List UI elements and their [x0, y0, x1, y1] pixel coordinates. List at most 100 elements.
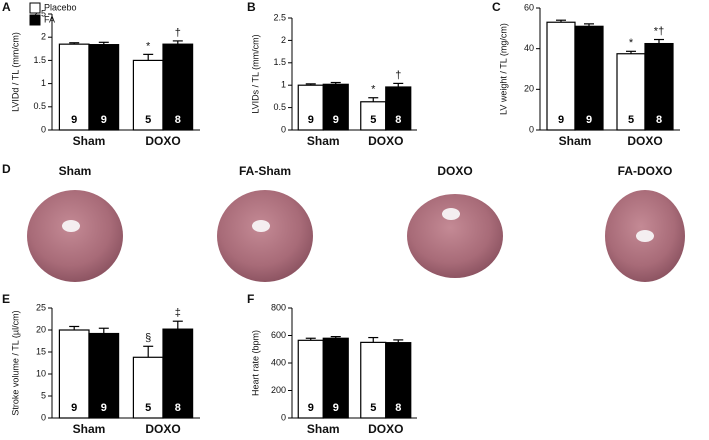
n-label: 9: [558, 114, 564, 126]
legend-label: FA: [44, 14, 55, 24]
panel-label: E: [2, 292, 10, 306]
y-tick-label: 0.5: [273, 102, 286, 112]
y-tick-label: 0: [281, 124, 286, 134]
y-tick-label: 2: [41, 32, 46, 42]
legend-swatch: [29, 2, 41, 14]
y-axis-label: LVIDs / TL (mm/cm): [250, 34, 260, 113]
y-tick-label: 1.5: [273, 57, 286, 67]
lumen: [636, 230, 654, 242]
bar: [162, 43, 194, 131]
lumen: [252, 220, 270, 232]
x-tick-label: Sham: [73, 422, 106, 436]
n-label: 8: [175, 402, 181, 414]
n-label: 8: [656, 114, 662, 126]
panel-label: C: [492, 0, 501, 14]
n-label: 5: [145, 114, 151, 126]
x-tick-label: Sham: [307, 134, 340, 148]
n-label: 5: [145, 402, 151, 414]
y-tick-label: 60: [524, 2, 534, 12]
bar: [360, 341, 387, 419]
y-tick-label: 0.5: [33, 101, 46, 111]
y-axis-label: LV weight / TL (mg/cm): [498, 23, 508, 115]
bar: [58, 329, 90, 419]
n-label: 5: [370, 114, 376, 126]
y-tick-label: 800: [271, 302, 286, 312]
n-label: 9: [308, 114, 314, 126]
bar: [322, 337, 349, 419]
y-tick-label: 20: [36, 324, 46, 334]
photo-label: DOXO: [437, 164, 472, 178]
y-axis-label: LVIDd / TL (mm/cm): [10, 32, 20, 112]
y-tick-label: 200: [271, 385, 286, 395]
n-label: 5: [370, 402, 376, 414]
y-tick-label: 40: [524, 43, 534, 53]
panel-label: D: [2, 162, 11, 176]
heart-section: [217, 190, 313, 282]
legend-swatch: [29, 14, 41, 26]
n-label: 9: [71, 114, 77, 126]
heart-section: [407, 194, 503, 278]
n-label: 5: [628, 114, 634, 126]
n-label: 9: [333, 114, 339, 126]
bar: [385, 86, 412, 131]
n-label: 9: [71, 402, 77, 414]
x-tick-label: DOXO: [145, 422, 180, 436]
panel-label: A: [2, 0, 11, 14]
lumen: [442, 208, 460, 220]
legend-label: Placebo: [44, 2, 77, 12]
bar: [574, 25, 604, 131]
significance-mark: †: [395, 69, 401, 81]
x-tick-label: Sham: [307, 422, 340, 436]
lumen: [62, 220, 80, 232]
bar: [297, 84, 324, 131]
n-label: 9: [101, 114, 107, 126]
significance-mark: *: [371, 84, 376, 96]
y-axis-label: Heart rate (bpm): [250, 330, 260, 396]
y-tick-label: 0: [529, 124, 534, 134]
significance-mark: §: [145, 332, 151, 344]
n-label: 8: [175, 114, 181, 126]
y-tick-label: 20: [524, 84, 534, 94]
y-tick-label: 0: [41, 124, 46, 134]
significance-mark: *†: [654, 25, 664, 37]
panel-label: B: [247, 0, 256, 14]
y-tick-label: 1: [41, 78, 46, 88]
significance-mark: †: [175, 27, 181, 39]
n-label: 9: [101, 402, 107, 414]
x-tick-label: Sham: [559, 134, 592, 148]
bar: [322, 83, 349, 131]
y-tick-label: 15: [36, 346, 46, 356]
y-tick-label: 2: [281, 35, 286, 45]
significance-mark: *: [629, 37, 634, 49]
bar: [644, 42, 674, 131]
significance-mark: ‡: [175, 307, 181, 319]
x-tick-label: DOXO: [368, 134, 403, 148]
n-label: 9: [586, 114, 592, 126]
n-label: 8: [395, 402, 401, 414]
photo-label: FA-Sham: [239, 164, 291, 178]
y-tick-label: 0: [41, 412, 46, 422]
y-tick-label: 600: [271, 330, 286, 340]
heart-section: [27, 190, 123, 282]
n-label: 8: [395, 114, 401, 126]
significance-mark: *: [146, 40, 151, 52]
bar: [616, 53, 646, 131]
bar: [88, 332, 120, 419]
y-tick-label: 400: [271, 357, 286, 367]
photo-label: Sham: [59, 164, 92, 178]
x-tick-label: DOXO: [145, 134, 180, 148]
x-tick-label: Sham: [73, 134, 106, 148]
y-tick-label: 25: [36, 302, 46, 312]
y-tick-label: 2.5: [273, 12, 286, 22]
x-tick-label: DOXO: [627, 134, 662, 148]
y-tick-label: 1: [281, 80, 286, 90]
panel-label: F: [247, 292, 254, 306]
n-label: 9: [333, 402, 339, 414]
x-tick-label: DOXO: [368, 422, 403, 436]
bar: [88, 44, 120, 131]
y-tick-label: 0: [281, 412, 286, 422]
photo-label: FA-DOXO: [618, 164, 673, 178]
y-axis-label: Stroke volume / TL (µl/cm): [10, 310, 20, 415]
y-tick-label: 1.5: [33, 55, 46, 65]
